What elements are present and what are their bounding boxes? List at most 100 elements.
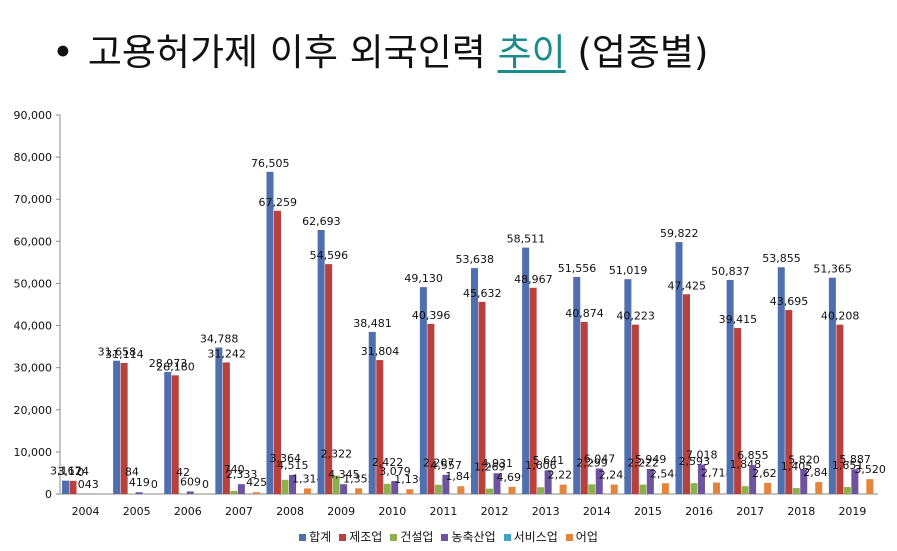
x-tick-label: 2004 — [72, 505, 100, 518]
x-tick-label: 2014 — [583, 505, 611, 518]
legend-label: 건설업 — [400, 530, 434, 544]
bar-제조업 — [785, 309, 793, 494]
bar-합계 — [215, 347, 223, 494]
data-label: 1,314 — [292, 472, 324, 485]
data-label: 43,695 — [770, 295, 809, 308]
legend-label: 합계 — [309, 530, 332, 544]
data-label: 425 — [246, 476, 267, 489]
data-label: 1,846 — [445, 470, 477, 483]
bar-건설업 — [588, 484, 596, 494]
data-label: 84 — [125, 466, 139, 479]
data-label: 53,855 — [762, 252, 801, 265]
bar-농축산업 — [135, 492, 143, 494]
data-label: 5,641 — [533, 454, 565, 467]
legend-label: 어업 — [575, 530, 598, 544]
bar-합계 — [317, 229, 325, 495]
bar-어업 — [559, 484, 567, 494]
data-label: 3,124 — [58, 465, 90, 478]
bar-농축산업 — [544, 470, 552, 494]
bar-어업 — [610, 484, 618, 494]
data-label: 62,693 — [302, 215, 341, 228]
bar-제조업 — [69, 480, 77, 494]
bar-제조업 — [427, 323, 435, 494]
y-tick-label: 10,000 — [14, 446, 53, 459]
data-label: 40,396 — [412, 309, 451, 322]
y-tick-label: 30,000 — [14, 362, 53, 375]
bar-농축산업 — [698, 464, 705, 494]
data-label: 58,511 — [507, 233, 546, 246]
data-label: 1,130 — [394, 473, 426, 486]
data-label: 40,223 — [616, 310, 655, 323]
data-label: 47,425 — [668, 279, 707, 292]
bullet-icon: • — [52, 31, 74, 74]
data-label: 4,931 — [482, 457, 514, 470]
bar-농축산업 — [646, 468, 654, 494]
title-suffix: (업종별) — [565, 31, 709, 74]
x-tick-label: 2006 — [174, 505, 202, 518]
legend-swatch — [503, 534, 511, 541]
y-tick-label: 90,000 — [14, 109, 53, 122]
data-label: 2,207 — [423, 457, 455, 470]
x-tick-label: 2017 — [736, 505, 764, 518]
bar-어업 — [355, 488, 363, 494]
data-label: 53,638 — [456, 253, 495, 266]
data-label: 2,333 — [226, 468, 258, 481]
data-label: 38,481 — [353, 317, 392, 330]
bar-건설업 — [690, 483, 698, 494]
bar-건설업 — [639, 484, 647, 494]
bar-농축산업 — [391, 481, 399, 494]
data-label: 1,606 — [525, 459, 557, 472]
bar-농축산업 — [851, 469, 859, 494]
data-label: 40,208 — [821, 310, 860, 323]
bar-제조업 — [836, 324, 844, 494]
bar-건설업 — [434, 484, 442, 494]
data-label: 2,548 — [650, 467, 682, 480]
bar-합계 — [828, 277, 836, 494]
data-label: 76,505 — [251, 157, 290, 170]
x-tick-label: 2016 — [685, 505, 713, 518]
x-tick-label: 2018 — [787, 505, 815, 518]
bar-합계 — [419, 287, 427, 494]
data-label: 51,365 — [813, 263, 852, 276]
data-label: 0 — [202, 478, 209, 491]
data-label: 7,018 — [686, 448, 718, 461]
bar-제조업 — [120, 362, 128, 494]
bar-제조업 — [683, 294, 690, 494]
y-tick-label: 70,000 — [14, 193, 53, 206]
legend-item: 제조업 — [339, 528, 382, 545]
bar-합계 — [471, 268, 478, 494]
bar-제조업 — [734, 328, 742, 494]
bar-합계 — [62, 480, 69, 494]
data-label: 50,837 — [711, 265, 750, 278]
data-label: 2,227 — [548, 469, 580, 482]
bar-건설업 — [332, 475, 340, 494]
data-label: 48,967 — [514, 273, 553, 286]
y-tick-label: 80,000 — [14, 151, 53, 164]
data-label: 5,949 — [635, 453, 667, 466]
data-label: 2,299 — [576, 456, 608, 469]
data-label: 4,345 — [328, 468, 360, 481]
bar-건설업 — [537, 487, 545, 494]
legend-item: 합계 — [299, 528, 331, 545]
bar-건설업 — [383, 483, 391, 494]
data-label: 28,180 — [156, 360, 195, 373]
bar-건설업 — [843, 487, 851, 494]
bar-건설업 — [792, 488, 800, 494]
data-label: 3,079 — [379, 465, 411, 478]
bar-어업 — [457, 486, 465, 494]
bar-합계 — [573, 276, 581, 494]
bar-제조업 — [376, 360, 384, 494]
title-link[interactable]: 추이 — [497, 31, 566, 74]
data-label: 34,788 — [200, 333, 239, 346]
bar-합계 — [113, 360, 121, 494]
data-label: 419 — [129, 476, 150, 489]
legend-swatch — [390, 534, 398, 541]
bar-합계 — [675, 242, 683, 494]
legend-label: 제조업 — [349, 530, 383, 544]
bar-어업 — [713, 482, 720, 494]
bar-합계 — [624, 279, 632, 494]
bar-어업 — [764, 482, 772, 494]
y-tick-label: 50,000 — [14, 277, 53, 290]
data-label: 67,259 — [259, 196, 298, 209]
